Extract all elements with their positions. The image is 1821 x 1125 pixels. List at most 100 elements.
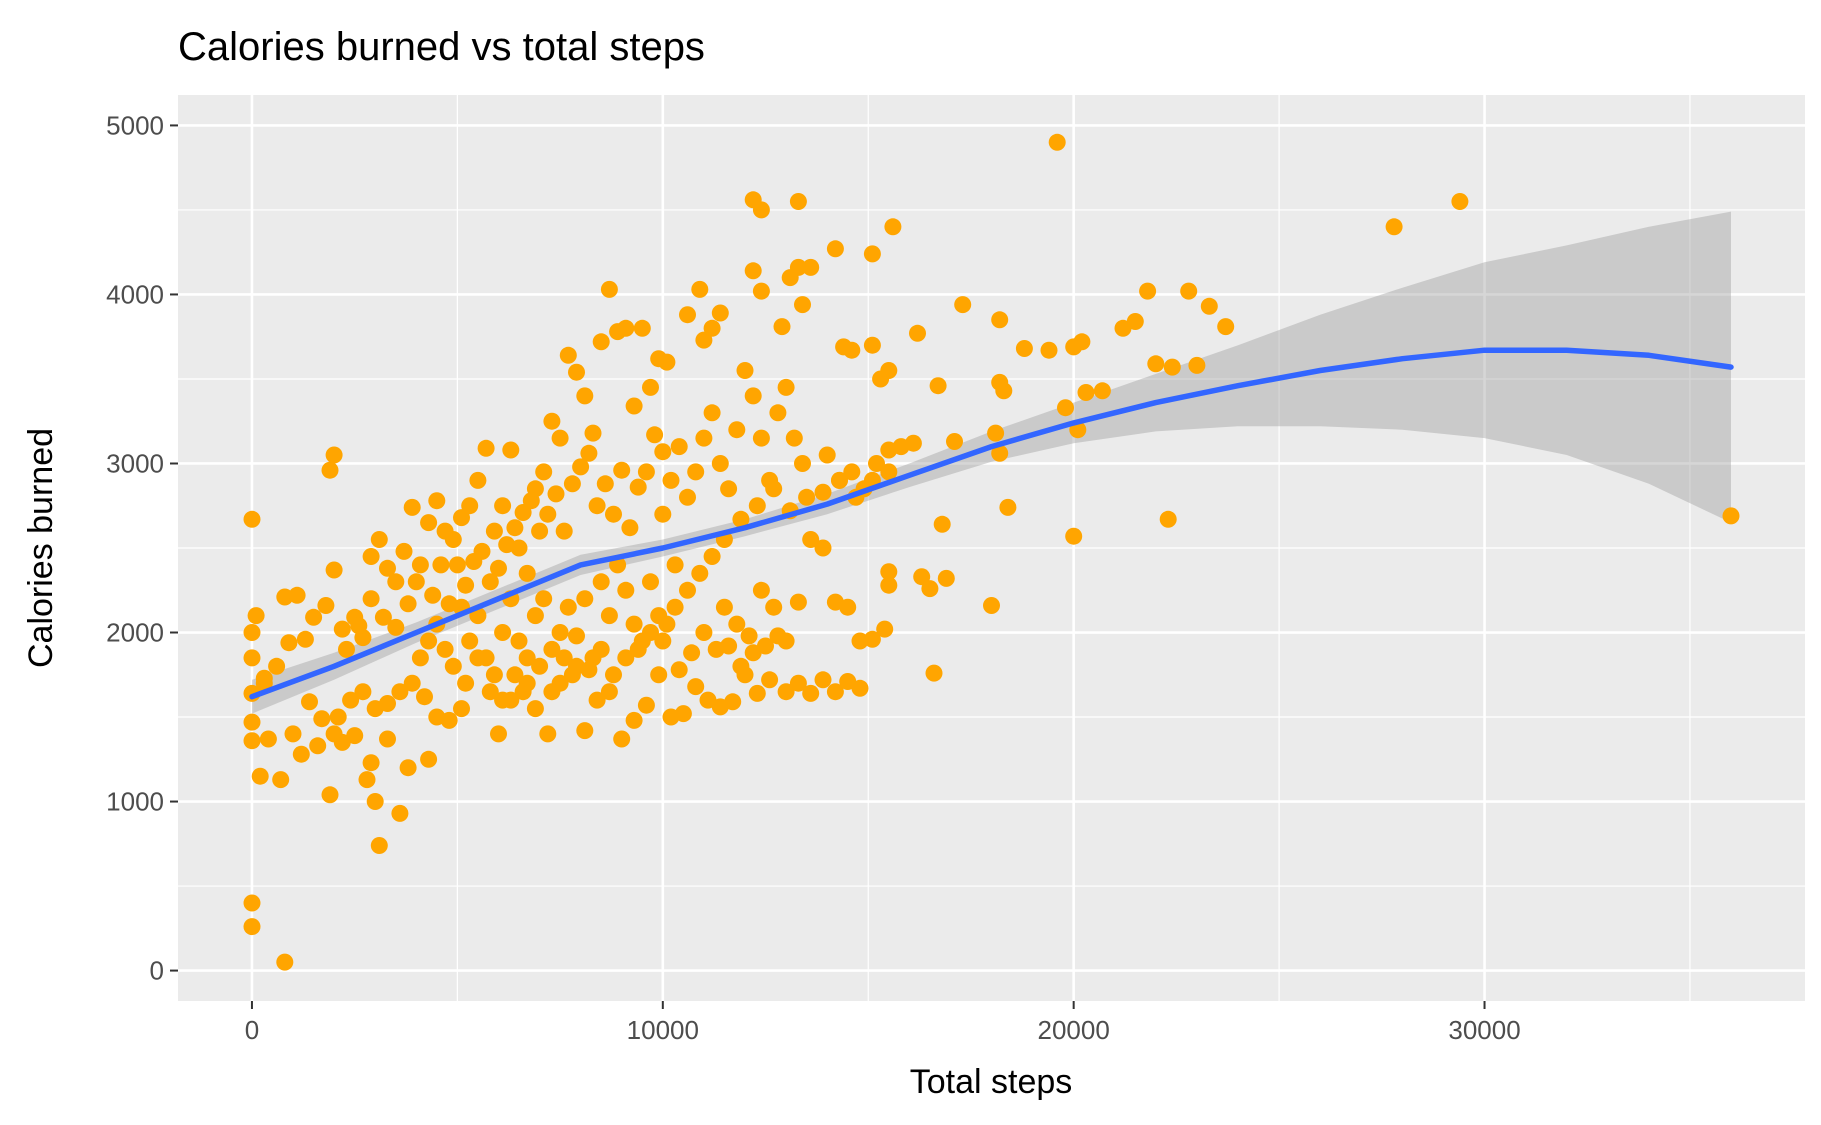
data-point [494,497,512,515]
data-point [654,632,672,650]
data-point [691,564,709,582]
data-point [1385,218,1403,236]
data-point [646,426,664,444]
data-point [403,674,421,692]
data-point [642,624,659,641]
data-point [1159,510,1177,528]
data-point [629,640,647,658]
data-point [1217,318,1235,336]
data-point [592,573,610,591]
data-point [251,767,269,785]
data-point [284,725,302,743]
data-point [325,446,343,464]
data-point [843,341,861,359]
data-point [715,598,733,616]
data-point [798,488,816,506]
data-point [752,581,770,599]
data-point [539,725,557,743]
data-point [243,510,261,528]
data-point [502,441,520,459]
data-point [732,657,750,675]
data-point [321,786,339,804]
data-point [777,378,795,396]
data-point [1451,193,1469,210]
data-point [526,607,544,625]
data-point [568,627,585,645]
data-point [703,319,721,337]
data-point [399,759,417,777]
data-point [687,463,705,481]
data-point [453,700,470,718]
data-point [691,280,709,298]
data-point [748,684,766,702]
data-point [987,424,1005,442]
data-point [436,640,454,658]
data-point [580,661,598,679]
data-point [313,710,331,728]
data-point [605,666,622,684]
data-point [826,683,844,701]
data-point [379,559,396,577]
data-point [679,488,696,506]
data-point [802,531,820,548]
data-point [600,683,618,701]
data-point [617,581,635,599]
x-tick-label: 0 [245,1015,259,1045]
data-point [683,644,701,662]
data-point [518,649,536,667]
data-point [568,363,585,381]
data-point [740,627,758,645]
x-tick-label: 30000 [1448,1015,1520,1045]
data-point [831,471,848,489]
data-point [255,674,273,692]
data-point [370,837,388,854]
data-point [321,461,339,479]
data-point [621,519,639,537]
data-point [1147,355,1165,373]
data-point [703,404,721,422]
data-point [925,664,943,682]
data-point [752,282,770,300]
data-point [617,319,635,337]
data-point [670,438,688,456]
data-point [720,480,738,498]
data-point [461,632,479,650]
data-point [506,666,524,684]
data-point [736,362,754,379]
data-point [728,615,746,633]
data-point [391,804,409,822]
data-point [826,240,844,258]
data-point [752,201,770,219]
data-point [338,640,355,658]
data-point [1139,282,1157,300]
data-point [946,433,963,450]
data-point [642,378,659,396]
data-point [769,404,787,422]
confidence-band [252,211,1731,714]
data-point [802,258,820,276]
data-point [317,597,335,614]
y-axis-title: Calories burned [22,428,60,668]
data-point [259,730,277,748]
data-point [453,509,470,527]
data-point [243,624,261,641]
data-point [494,691,512,709]
data-point [354,683,372,701]
data-point [342,691,360,709]
data-point [420,750,438,768]
data-point [773,318,791,336]
data-point [1180,282,1198,300]
y-axis-ticks: 0 1000 2000 3000 4000 5000 [106,110,178,986]
data-point [580,444,598,462]
data-point [362,548,380,565]
data-point [654,443,672,461]
data-point [391,683,409,701]
data-point [531,522,549,540]
data-point [1188,356,1206,374]
data-point [654,505,672,523]
data-point [469,649,487,667]
data-point [814,483,832,501]
data-point [358,771,376,789]
data-point [629,478,647,496]
data-point [333,620,351,638]
